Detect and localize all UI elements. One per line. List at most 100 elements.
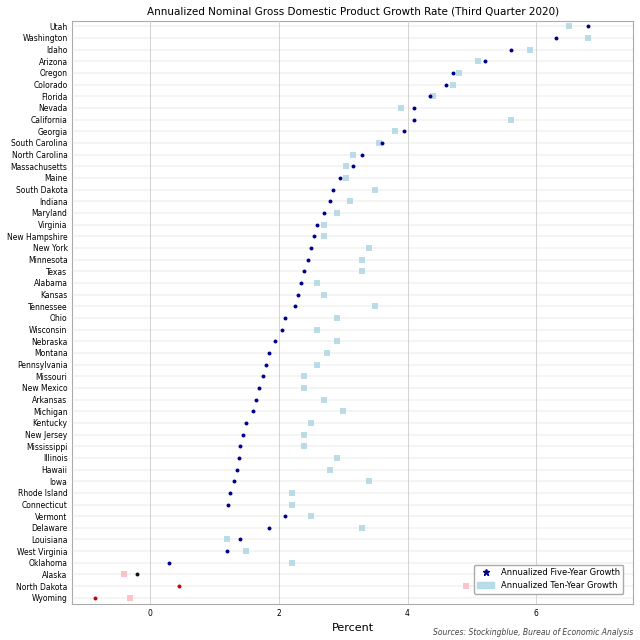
Point [409,115,419,125]
Point [332,313,342,323]
Point [164,557,174,568]
Point [280,313,290,323]
Point [260,360,271,370]
Point [312,324,323,335]
Point [306,243,316,253]
Point [312,360,323,370]
Point [364,476,374,486]
Point [322,348,332,358]
Point [357,266,367,276]
Point [357,255,367,265]
Point [300,383,310,393]
Point [583,33,593,43]
Point [235,441,245,451]
Point [319,220,329,230]
Point [312,278,323,288]
Point [325,196,335,206]
Point [241,418,252,428]
Point [428,91,438,101]
Point [396,103,406,113]
Title: Annualized Nominal Gross Domestic Product Growth Rate (Third Quarter 2020): Annualized Nominal Gross Domestic Produc… [147,7,559,17]
Point [300,371,310,381]
Point [373,138,383,148]
Point [525,45,535,55]
Point [319,231,329,241]
Point [257,371,268,381]
Point [293,289,303,300]
Point [319,289,329,300]
Point [235,534,245,545]
Point [306,511,316,522]
Point [341,173,351,183]
Point [232,465,242,475]
Point [125,593,136,603]
Text: Sources: Stockingblue, Bureau of Economic Analysis: Sources: Stockingblue, Bureau of Economi… [433,628,634,637]
Point [132,570,142,580]
Point [319,394,329,404]
Point [364,243,374,253]
Point [306,418,316,428]
Point [341,161,351,172]
Point [312,220,323,230]
Point [248,406,258,417]
Point [357,150,367,160]
Point [583,21,593,31]
Point [264,523,274,533]
Point [241,546,252,556]
Point [376,138,387,148]
Point [90,593,100,603]
Point [328,184,339,195]
Point [264,348,274,358]
Point [506,115,516,125]
Point [222,534,232,545]
Point [223,499,234,509]
Point [425,91,435,101]
Point [280,511,290,522]
Point [335,173,345,183]
Point [409,103,419,113]
Point [287,557,297,568]
Point [254,383,264,393]
Point [290,301,300,311]
Point [474,56,484,67]
Point [251,394,261,404]
Point [325,465,335,475]
Point [173,581,184,591]
Point [300,266,310,276]
Point [319,208,329,218]
Point [228,476,239,486]
Point [563,21,573,31]
Point [338,406,348,417]
Point [238,429,248,440]
Point [348,150,358,160]
Point [506,45,516,55]
Point [332,208,342,218]
Point [287,499,297,509]
Point [447,79,458,90]
Point [390,126,400,136]
Point [357,523,367,533]
Point [300,429,310,440]
Point [370,301,380,311]
Legend: Annualized Five-Year Growth, Annualized Ten-Year Growth: Annualized Five-Year Growth, Annualized … [474,565,623,594]
Point [296,278,307,288]
Point [460,581,470,591]
Point [309,231,319,241]
Point [399,126,410,136]
Point [441,79,451,90]
Point [348,161,358,172]
Point [119,570,129,580]
Point [332,336,342,346]
Point [225,488,236,498]
Point [550,33,561,43]
Point [276,324,287,335]
Point [344,196,355,206]
Point [480,56,490,67]
Point [287,488,297,498]
X-axis label: Percent: Percent [332,623,374,633]
Point [370,184,380,195]
Point [222,546,232,556]
Point [454,68,464,78]
Point [447,68,458,78]
Point [270,336,280,346]
